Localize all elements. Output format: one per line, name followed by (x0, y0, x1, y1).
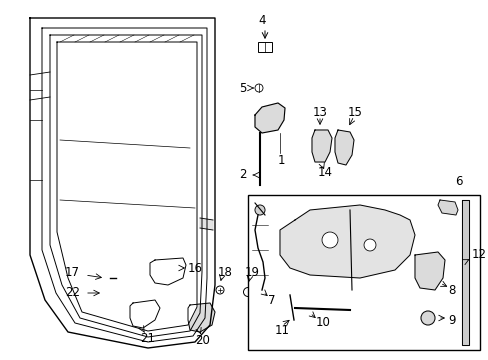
Polygon shape (280, 205, 414, 278)
Circle shape (254, 205, 264, 215)
Text: 7: 7 (267, 293, 275, 306)
Text: 22: 22 (65, 287, 80, 300)
Text: 17: 17 (65, 266, 80, 279)
Polygon shape (254, 103, 285, 133)
Text: 21: 21 (140, 332, 155, 345)
Text: 8: 8 (447, 284, 454, 297)
Text: 1: 1 (278, 153, 285, 166)
Circle shape (420, 311, 434, 325)
Text: 5: 5 (239, 81, 246, 94)
Circle shape (363, 239, 375, 251)
Text: 18: 18 (218, 266, 232, 279)
Text: 4: 4 (258, 14, 265, 27)
Circle shape (104, 287, 116, 299)
Text: 20: 20 (195, 333, 209, 346)
Text: 10: 10 (315, 315, 330, 328)
Circle shape (216, 286, 224, 294)
Text: 2: 2 (239, 168, 246, 181)
Circle shape (106, 274, 114, 282)
Polygon shape (461, 200, 468, 345)
Text: 9: 9 (447, 314, 454, 327)
Text: 12: 12 (471, 248, 486, 261)
Polygon shape (414, 252, 444, 290)
Polygon shape (57, 42, 197, 331)
Circle shape (253, 213, 256, 216)
Polygon shape (200, 218, 213, 230)
Text: 11: 11 (274, 324, 289, 337)
Circle shape (321, 232, 337, 248)
Text: 6: 6 (454, 175, 462, 188)
Text: 13: 13 (312, 105, 327, 118)
Text: 19: 19 (244, 266, 260, 279)
Text: 3: 3 (267, 208, 275, 221)
Text: 14: 14 (317, 166, 332, 179)
Circle shape (243, 288, 252, 297)
Polygon shape (437, 200, 457, 215)
Text: 16: 16 (187, 261, 203, 274)
Polygon shape (334, 130, 353, 165)
Text: 15: 15 (347, 105, 362, 118)
Polygon shape (130, 300, 160, 328)
Polygon shape (187, 303, 215, 332)
Polygon shape (311, 130, 331, 162)
Polygon shape (150, 258, 185, 285)
Bar (247, 195, 479, 350)
